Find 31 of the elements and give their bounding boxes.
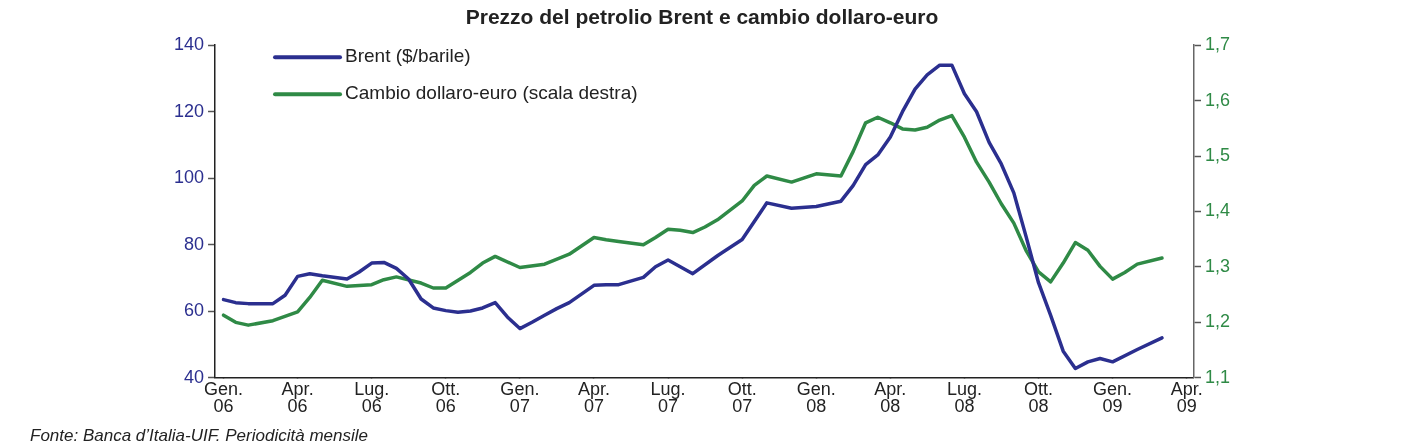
x-tick-label: Ott. 06 xyxy=(431,379,461,417)
y-tick-label: 100 xyxy=(173,167,205,188)
x-tick-label: Gen. 09 xyxy=(1093,379,1133,417)
x-tick-label: Lug. 06 xyxy=(354,379,390,417)
x-tick-label: Ott. 08 xyxy=(1024,379,1054,417)
x-tick-label: Lug. 08 xyxy=(946,379,982,417)
y-tick-label: 40 xyxy=(184,366,205,387)
x-tick-label: Gen. 07 xyxy=(500,379,540,417)
y-tick-label: 120 xyxy=(173,100,205,121)
y2-tick-label: 1,3 xyxy=(1204,255,1231,276)
x-tick-label: Apr. 06 xyxy=(281,379,314,417)
legend-label: Cambio dollaro-euro (scala destra) xyxy=(345,82,638,104)
x-tick-label: Gen. 08 xyxy=(796,379,836,417)
y-tick-label: 80 xyxy=(184,233,205,254)
y2-tick-label: 1,4 xyxy=(1204,200,1231,221)
y-tick-label: 140 xyxy=(173,34,205,55)
x-tick-label: Apr. 07 xyxy=(577,379,610,417)
source-note: Fonte: Banca d’Italia-UIF. Periodicità mensile xyxy=(30,426,368,445)
y2-tick-label: 1,5 xyxy=(1204,145,1231,166)
chart-title: Prezzo del petrolio Brent e cambio dollaro-euro xyxy=(465,5,939,29)
y2-tick-label: 1,2 xyxy=(1204,311,1231,332)
legend-label: Brent ($/barile) xyxy=(345,45,471,67)
y2-tick-label: 1,6 xyxy=(1204,89,1231,110)
x-tick-label: Lug. 07 xyxy=(650,379,686,417)
x-tick-label: Apr. 09 xyxy=(1170,379,1203,417)
x-tick-label: Ott. 07 xyxy=(727,379,757,417)
y2-tick-label: 1,1 xyxy=(1204,366,1231,387)
x-tick-label: Gen. 06 xyxy=(204,379,244,417)
y-tick-label: 60 xyxy=(184,300,205,321)
x-tick-label: Apr. 08 xyxy=(874,379,907,417)
y2-tick-label: 1,7 xyxy=(1204,34,1231,55)
